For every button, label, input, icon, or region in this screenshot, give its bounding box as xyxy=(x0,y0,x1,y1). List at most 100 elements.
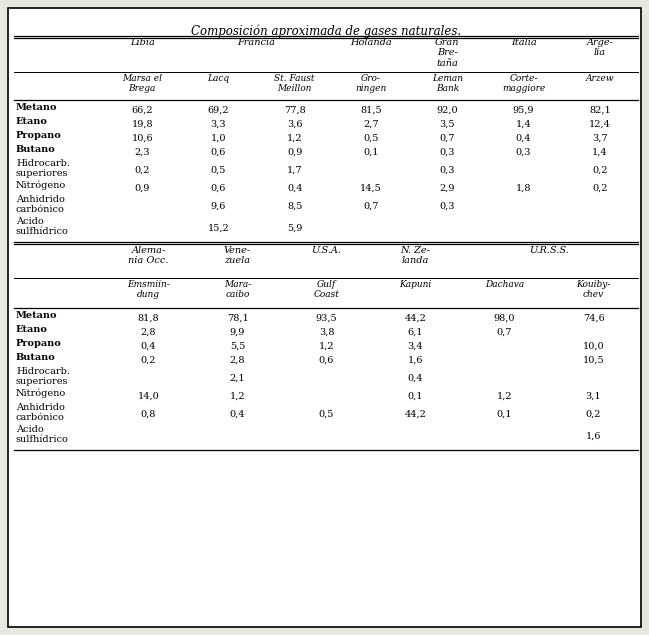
Text: 14,5: 14,5 xyxy=(360,184,382,192)
Text: Gro-
ningen: Gro- ningen xyxy=(356,74,387,93)
Text: 0,4: 0,4 xyxy=(141,342,156,351)
Text: 0,4: 0,4 xyxy=(408,373,423,382)
Text: 12,4: 12,4 xyxy=(589,119,611,128)
Text: 0,2: 0,2 xyxy=(141,356,156,364)
Text: 1,4: 1,4 xyxy=(516,119,532,128)
Text: 82,1: 82,1 xyxy=(589,105,611,114)
Text: Composición aproximada de gases naturales.: Composición aproximada de gases naturale… xyxy=(191,24,461,37)
Text: Holanda: Holanda xyxy=(350,38,392,47)
Text: Italia: Italia xyxy=(511,38,537,47)
Text: 0,9: 0,9 xyxy=(287,147,302,156)
Text: St. Faust
Meillon: St. Faust Meillon xyxy=(275,74,315,93)
Text: Anhidrido
carbónico: Anhidrido carbónico xyxy=(16,195,65,215)
Text: 98,0: 98,0 xyxy=(494,314,515,323)
Text: 1,2: 1,2 xyxy=(319,342,334,351)
Text: 81,5: 81,5 xyxy=(360,105,382,114)
Text: Kouiby-
chev: Kouiby- chev xyxy=(576,280,611,299)
Text: 2,8: 2,8 xyxy=(230,356,245,364)
Text: Butano: Butano xyxy=(16,353,56,362)
Text: 0,2: 0,2 xyxy=(134,166,150,175)
Text: 0,6: 0,6 xyxy=(211,184,226,192)
Text: 5,9: 5,9 xyxy=(287,224,302,232)
Text: Alema-
nia Occ.: Alema- nia Occ. xyxy=(129,246,169,265)
Text: 0,7: 0,7 xyxy=(496,328,512,337)
Text: Dachava: Dachava xyxy=(485,280,524,289)
Text: 0,4: 0,4 xyxy=(287,184,302,192)
Text: 1,0: 1,0 xyxy=(211,133,227,142)
Text: 1,4: 1,4 xyxy=(592,147,607,156)
Text: 3,4: 3,4 xyxy=(408,342,423,351)
Text: 0,5: 0,5 xyxy=(363,133,378,142)
Text: 10,6: 10,6 xyxy=(131,133,153,142)
Text: Emsmiin-
dung: Emsmiin- dung xyxy=(127,280,170,299)
Text: 10,0: 10,0 xyxy=(583,342,604,351)
Text: 2,7: 2,7 xyxy=(363,119,379,128)
Text: Propano: Propano xyxy=(16,131,62,140)
Text: Hidrocarb.
superiores: Hidrocarb. superiores xyxy=(16,367,70,387)
Text: 77,8: 77,8 xyxy=(284,105,306,114)
Text: 0,1: 0,1 xyxy=(408,392,423,401)
Text: 10,5: 10,5 xyxy=(583,356,604,364)
Text: Arge-
lia: Arge- lia xyxy=(587,38,613,57)
Text: 9,9: 9,9 xyxy=(230,328,245,337)
Text: Hidrocarb.
superiores: Hidrocarb. superiores xyxy=(16,159,70,178)
Text: 2,3: 2,3 xyxy=(134,147,150,156)
Text: 0,4: 0,4 xyxy=(230,410,245,418)
Text: 9,6: 9,6 xyxy=(211,201,226,210)
Text: Francia: Francia xyxy=(238,38,276,47)
Text: 1,8: 1,8 xyxy=(516,184,532,192)
Text: 3,1: 3,1 xyxy=(585,392,602,401)
Text: 1,2: 1,2 xyxy=(496,392,512,401)
Text: U.R.S.S.: U.R.S.S. xyxy=(529,246,569,255)
Text: 1,2: 1,2 xyxy=(287,133,302,142)
Text: Arzew: Arzew xyxy=(585,74,614,83)
Text: Nitrógeno: Nitrógeno xyxy=(16,181,66,190)
Text: Libia: Libia xyxy=(130,38,154,47)
Text: 1,6: 1,6 xyxy=(586,432,601,441)
Text: 3,6: 3,6 xyxy=(287,119,302,128)
Text: 95,9: 95,9 xyxy=(513,105,534,114)
Text: 3,8: 3,8 xyxy=(319,328,334,337)
Text: 1,2: 1,2 xyxy=(230,392,245,401)
Text: 44,2: 44,2 xyxy=(404,410,426,418)
Text: Metano: Metano xyxy=(16,311,58,320)
Text: 2,8: 2,8 xyxy=(141,328,156,337)
Text: 0,3: 0,3 xyxy=(439,166,455,175)
Text: 78,1: 78,1 xyxy=(227,314,249,323)
Text: 0,3: 0,3 xyxy=(439,201,455,210)
Text: Acido
sulfhídrico: Acido sulfhídrico xyxy=(16,217,69,236)
Text: 2,9: 2,9 xyxy=(439,184,455,192)
Text: 1,7: 1,7 xyxy=(287,166,302,175)
Text: Corte-
maggiore: Corte- maggiore xyxy=(502,74,545,93)
Text: Gran
Bre-
taña: Gran Bre- taña xyxy=(435,38,459,68)
Text: 0,3: 0,3 xyxy=(439,147,455,156)
Text: 66,2: 66,2 xyxy=(131,105,153,114)
Text: 6,1: 6,1 xyxy=(408,328,423,337)
Text: 0,6: 0,6 xyxy=(211,147,226,156)
Text: Gulf
Coast: Gulf Coast xyxy=(313,280,339,299)
Text: Mara-
caibo: Mara- caibo xyxy=(224,280,251,299)
Text: 0,3: 0,3 xyxy=(516,147,532,156)
Text: Metano: Metano xyxy=(16,103,58,112)
Text: 0,8: 0,8 xyxy=(141,410,156,418)
Text: Propano: Propano xyxy=(16,339,62,348)
Text: N. Ze-
landa: N. Ze- landa xyxy=(400,246,430,265)
Text: 0,5: 0,5 xyxy=(319,410,334,418)
Text: 44,2: 44,2 xyxy=(404,314,426,323)
Text: 81,8: 81,8 xyxy=(138,314,159,323)
Text: Marsa el
Brega: Marsa el Brega xyxy=(122,74,162,93)
Text: 19,8: 19,8 xyxy=(131,119,153,128)
Text: Nitrógeno: Nitrógeno xyxy=(16,389,66,399)
Text: Vene-
zuela: Vene- zuela xyxy=(224,246,251,265)
Text: Leman
Bank: Leman Bank xyxy=(432,74,463,93)
Text: Etano: Etano xyxy=(16,117,48,126)
Text: Butano: Butano xyxy=(16,145,56,154)
Text: 0,9: 0,9 xyxy=(134,184,150,192)
Text: 0,7: 0,7 xyxy=(363,201,379,210)
Text: 15,2: 15,2 xyxy=(208,224,229,232)
Text: 1,6: 1,6 xyxy=(408,356,423,364)
Text: U.S.A.: U.S.A. xyxy=(312,246,341,255)
Text: 93,5: 93,5 xyxy=(315,314,337,323)
Text: 0,7: 0,7 xyxy=(439,133,455,142)
Text: Kapuni: Kapuni xyxy=(399,280,432,289)
